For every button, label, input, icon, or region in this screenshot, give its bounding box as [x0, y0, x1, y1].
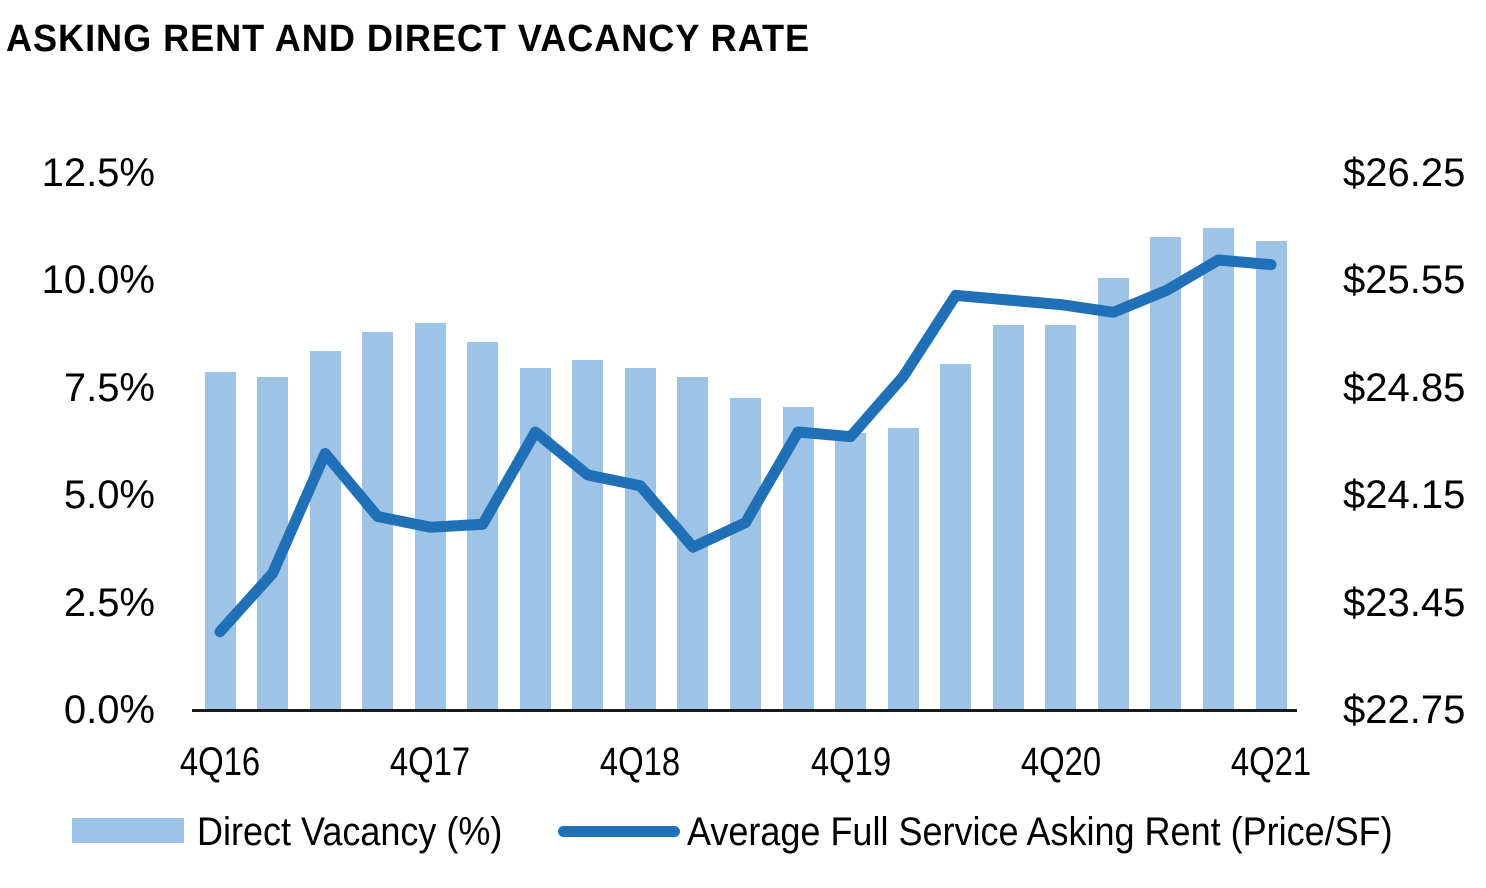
vacancy-bar	[887, 428, 919, 710]
vacancy-bar	[414, 323, 446, 710]
left-axis-tick-label: 7.5%	[63, 365, 155, 410]
right-axis-tick-label: $23.45	[1343, 580, 1466, 625]
left-axis-tick-label: 5.0%	[63, 473, 155, 517]
vacancy-bar	[1255, 241, 1287, 710]
right-axis-tick-label: $26.25	[1343, 150, 1466, 195]
x-axis-tick-label: 4Q19	[810, 740, 891, 784]
left-axis-tick-label: 12.5%	[41, 150, 155, 195]
vacancy-bar	[1202, 228, 1234, 710]
right-axis-tick-label: $24.85	[1343, 365, 1466, 410]
x-axis-tick-label: 4Q21	[1230, 740, 1312, 784]
x-axis-tick-label: 4Q18	[600, 740, 681, 784]
vacancy-bar	[572, 359, 604, 710]
vacancy-bar	[730, 398, 761, 710]
vacancy-bar	[519, 368, 551, 710]
rent-line	[214, 254, 1277, 638]
vacancy-bar	[204, 372, 236, 710]
vacancy-bar	[309, 350, 341, 710]
left-axis-tick-label: 0.0%	[63, 688, 155, 732]
right-axis-tick-label: $24.15	[1343, 473, 1466, 517]
x-axis-tick-label: 4Q16	[179, 740, 261, 784]
vacancy-bar	[835, 432, 867, 710]
right-axis-tick-label: $22.75	[1343, 688, 1466, 732]
right-axis-tick-label: $25.55	[1343, 258, 1466, 302]
vacancy-bar	[624, 368, 656, 710]
vacancy-bar	[940, 363, 972, 710]
left-axis-tick-label: 10.0%	[41, 258, 155, 302]
left-axis-tick-label: 2.5%	[63, 580, 155, 625]
vacancy-bar	[1045, 325, 1077, 710]
vacancy-bar	[1097, 277, 1129, 710]
vacancy-bar	[992, 325, 1024, 710]
vacancy-bar	[1150, 237, 1182, 710]
chart-title: ASKING RENT AND DIRECT VACANCY RATE	[6, 18, 811, 60]
x-axis-line	[192, 708, 1297, 712]
x-axis-tick-label: 4Q17	[390, 740, 471, 784]
x-axis-tick-label: 4Q20	[1020, 740, 1101, 784]
